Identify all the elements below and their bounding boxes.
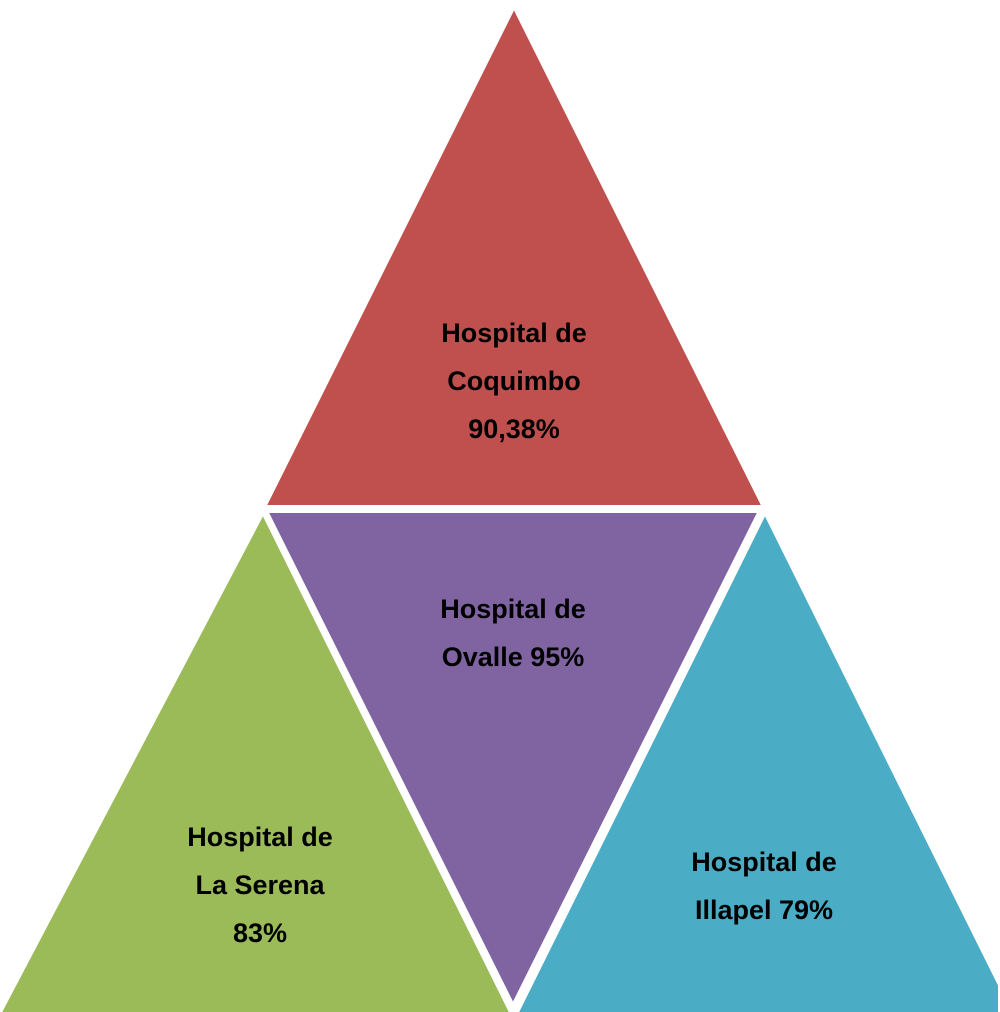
node-label: Hospital de — [440, 594, 586, 624]
labels: Hospital de Coquimbo 90,38% Hospital de Oval… — [187, 318, 837, 948]
node-label: 90,38% — [468, 414, 560, 444]
node-label: Coquimbo — [447, 366, 580, 396]
triangle-top — [260, 1, 768, 509]
triangle-right — [514, 507, 1000, 1012]
node-label: Ovalle 95% — [442, 642, 585, 672]
node-label: Hospital de — [441, 318, 587, 348]
triangle-left — [0, 507, 514, 1012]
node-label: La Serena — [195, 870, 325, 900]
node-label: Illapel 79% — [695, 895, 833, 925]
node-label: Hospital de — [691, 847, 837, 877]
node-label: Hospital de — [187, 822, 333, 852]
triangle-middle — [262, 509, 764, 1011]
node-label: 83% — [233, 918, 287, 948]
